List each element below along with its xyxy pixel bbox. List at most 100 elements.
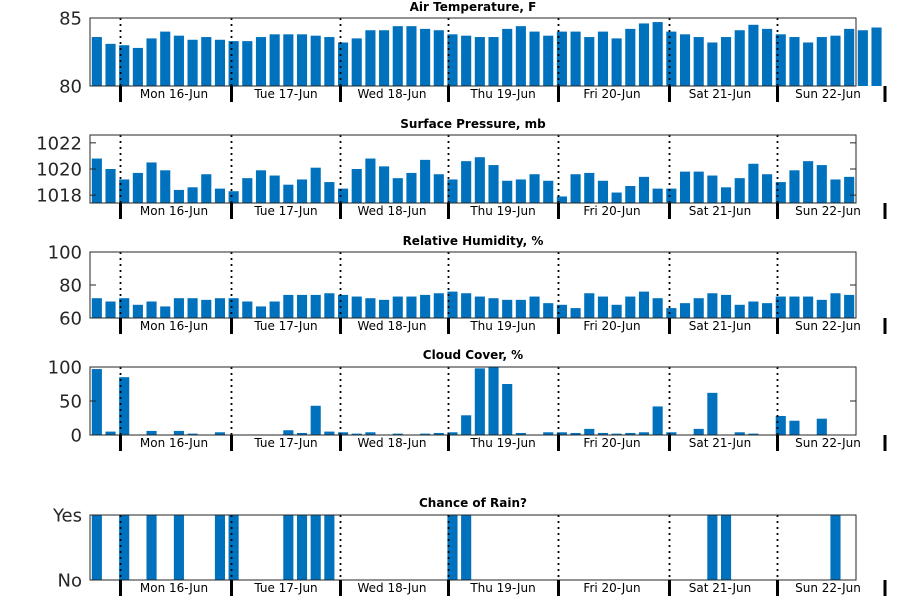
bar	[529, 296, 540, 318]
bar	[775, 34, 786, 86]
bar	[201, 37, 212, 86]
bar	[173, 35, 184, 86]
bar	[611, 38, 622, 86]
bar	[611, 304, 622, 318]
x-tick-label: Fri 20-Jun	[583, 319, 640, 333]
bar	[502, 299, 513, 318]
bar	[488, 367, 499, 435]
bar	[406, 172, 417, 203]
bar	[296, 34, 308, 86]
bar	[693, 298, 704, 318]
panel-title: Surface Pressure, mb	[400, 117, 546, 131]
bar	[269, 301, 280, 318]
bar	[597, 432, 609, 435]
bar	[679, 171, 691, 203]
bar	[324, 37, 335, 86]
x-tick-label: Tue 17-Jun	[253, 87, 317, 101]
bar	[515, 179, 526, 203]
bar	[844, 28, 855, 87]
bar	[173, 430, 184, 435]
bar	[392, 26, 403, 86]
bar	[844, 294, 855, 318]
bar	[707, 42, 718, 86]
bar	[214, 298, 226, 318]
bar	[105, 43, 116, 86]
bar	[91, 158, 102, 203]
bar	[638, 432, 650, 435]
bar	[474, 157, 485, 203]
bar	[447, 432, 458, 435]
bar	[762, 303, 773, 318]
bar	[296, 515, 308, 580]
bar	[296, 179, 308, 203]
bar	[365, 30, 376, 87]
panel-title: Chance of Rain?	[419, 496, 527, 510]
bar	[461, 35, 472, 86]
bar-series	[91, 157, 855, 203]
x-tick-label: Wed 18-Jun	[358, 204, 427, 218]
bar	[570, 308, 581, 318]
bar	[775, 415, 786, 435]
bar	[283, 515, 294, 580]
bar	[228, 191, 239, 203]
bar	[132, 47, 143, 86]
bar	[570, 432, 581, 435]
bar	[679, 303, 691, 318]
x-tick-label: Mon 16-Jun	[140, 581, 208, 595]
bar-series	[91, 22, 882, 87]
bar	[146, 38, 157, 86]
bar	[310, 35, 321, 86]
x-tick-label: Tue 17-Jun	[253, 319, 317, 333]
bar	[720, 187, 732, 203]
bar	[228, 515, 239, 580]
bar	[748, 301, 759, 318]
bar	[146, 515, 157, 580]
panel-title: Relative Humidity, %	[403, 234, 544, 248]
bar	[310, 294, 321, 318]
bar	[406, 296, 417, 318]
bar	[269, 175, 280, 203]
bar	[543, 35, 554, 86]
panel-4: Cloud Cover, % 0 50 100 Mon 16-Jun Tue 17-Jun…	[48, 348, 887, 451]
bar	[748, 163, 759, 203]
bar	[379, 30, 390, 87]
bar	[556, 432, 567, 435]
bar	[187, 433, 198, 435]
x-tick-label: Sun 22-Jun	[795, 204, 861, 218]
bar	[146, 301, 157, 318]
bar	[693, 37, 704, 86]
bar	[160, 31, 171, 87]
bar	[173, 189, 184, 203]
bar	[351, 296, 362, 318]
bar	[762, 28, 773, 87]
y-tick-label: Yes	[52, 506, 82, 527]
bar	[584, 37, 595, 86]
plot-frame	[89, 17, 857, 87]
bar	[242, 178, 253, 203]
x-tick-label: Wed 18-Jun	[358, 87, 427, 101]
bar	[789, 296, 800, 318]
y-tick-label: 1020	[36, 160, 82, 181]
bar	[652, 298, 663, 318]
bar	[242, 41, 253, 86]
bar	[502, 28, 513, 87]
bar	[461, 293, 472, 318]
bar	[597, 296, 609, 318]
bar	[734, 30, 745, 87]
bar	[515, 432, 526, 435]
bar	[556, 196, 567, 203]
x-tick-label: Mon 16-Jun	[140, 204, 208, 218]
bar	[310, 405, 321, 435]
bar	[488, 37, 499, 86]
bar	[91, 298, 102, 318]
bar	[816, 37, 827, 86]
bar	[337, 188, 349, 203]
bar	[214, 515, 226, 580]
y-tick-label: 1018	[36, 186, 82, 207]
bar	[379, 299, 390, 318]
bar	[488, 165, 499, 203]
x-tick-label: Sat 21-Jun	[689, 436, 752, 450]
panel-title: Air Temperature, F	[410, 0, 537, 14]
bar	[242, 301, 253, 318]
panel-5: Chance of Rain? No Yes Mon 16-Jun Tue 17-Jun…	[52, 496, 887, 596]
